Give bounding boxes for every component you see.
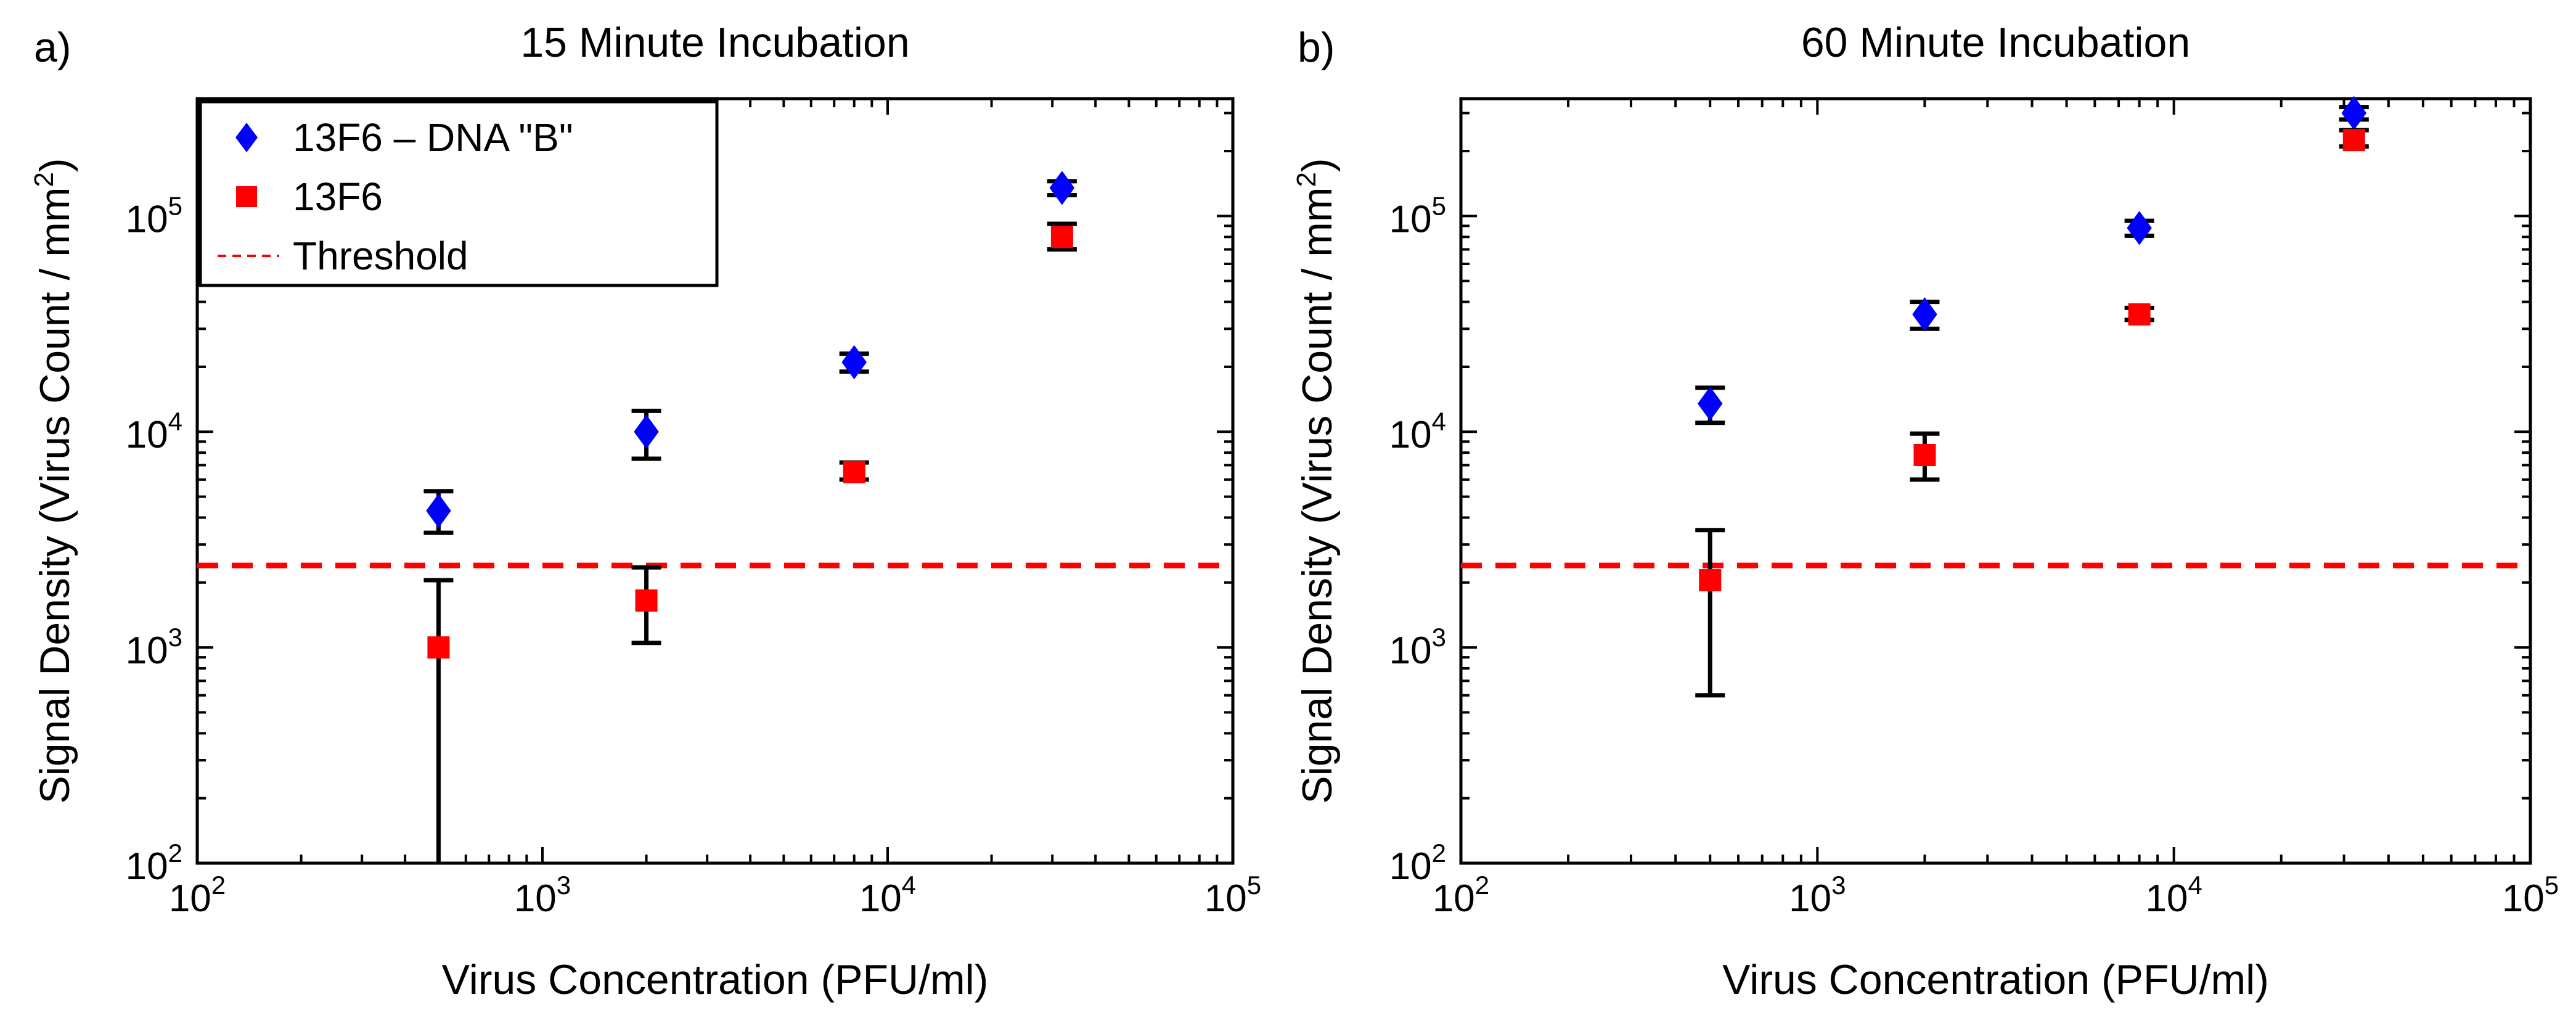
legend-square-icon xyxy=(236,186,257,207)
y-axis-label: Signal Density (Virus Count / mm2) xyxy=(29,158,78,803)
chart-panel-a: a) 15 Minute Incubation 102 103 104 105 102 103… xyxy=(29,19,1261,1003)
data-point-diamond xyxy=(1912,297,1937,332)
x-tick-label: 102 xyxy=(169,871,226,920)
y-axis-label: Signal Density (Virus Count / mm2) xyxy=(1291,158,1341,803)
y-tick-label: 102 xyxy=(126,839,182,888)
y-tick-label: 104 xyxy=(1389,407,1446,456)
x-axis-label: Virus Concentration (PFU/ml) xyxy=(1722,956,2269,1003)
data-point-square xyxy=(1050,226,1073,248)
data-point-square xyxy=(2128,303,2151,326)
data-point-diamond xyxy=(841,345,867,380)
x-tick-label: 104 xyxy=(2146,871,2202,920)
chart-title: 60 Minute Incubation xyxy=(1801,19,2190,66)
data-point-diamond xyxy=(634,414,659,449)
chart-title: 15 Minute Incubation xyxy=(520,19,909,66)
panel-label: a) xyxy=(34,24,71,71)
data-point-diamond xyxy=(2127,211,2152,245)
data-point-square xyxy=(1913,443,1936,466)
data-point-square xyxy=(427,636,450,659)
legend-diamond-icon xyxy=(235,123,258,152)
data-point-diamond xyxy=(2341,96,2367,131)
legend-label: 13F6 xyxy=(293,174,383,219)
x-tick-label: 105 xyxy=(2502,871,2559,920)
legend: 13F6 – DNA "B" 13F6 Threshold xyxy=(198,100,719,287)
axes-frame xyxy=(195,97,1235,865)
y-tick-label: 102 xyxy=(1389,839,1446,888)
y-tick-label: 105 xyxy=(126,191,182,240)
y-tick-label: 104 xyxy=(126,407,182,456)
data-point-square xyxy=(635,589,658,612)
x-axis-label: Virus Concentration (PFU/ml) xyxy=(442,956,989,1003)
data-point-diamond xyxy=(1697,386,1723,421)
legend-label: Threshold xyxy=(293,234,468,278)
panel-label: b) xyxy=(1298,24,1335,71)
y-tick-label: 105 xyxy=(1389,191,1446,240)
axes-frame xyxy=(1459,97,2532,865)
x-tick-label: 103 xyxy=(514,871,571,920)
data-point-square xyxy=(1699,569,1722,592)
series-dna-b xyxy=(423,171,1077,535)
legend-frame xyxy=(198,100,719,287)
data-point-square xyxy=(2342,129,2365,152)
error-bar xyxy=(1695,528,1725,698)
x-tick-label: 102 xyxy=(1433,871,1489,920)
series-13f6 xyxy=(423,221,1077,863)
data-point-diamond xyxy=(1049,171,1075,205)
error-bar xyxy=(423,578,454,863)
series-dna-b xyxy=(1695,96,2369,425)
x-tick-label: 103 xyxy=(1789,871,1846,920)
x-tick-label: 105 xyxy=(1204,871,1261,920)
y-tick-label: 103 xyxy=(126,623,182,672)
axis-ticks xyxy=(1460,99,2530,864)
data-point-square xyxy=(843,461,865,483)
chart-panel-b: b) 60 Minute Incubation 102 103 104 105 102 103… xyxy=(1291,19,2559,1003)
legend-label: 13F6 – DNA "B" xyxy=(293,115,573,160)
series-13f6 xyxy=(1695,128,2369,698)
y-tick-label: 103 xyxy=(1389,623,1446,672)
data-point-diamond xyxy=(426,493,451,528)
x-tick-label: 104 xyxy=(859,871,916,920)
